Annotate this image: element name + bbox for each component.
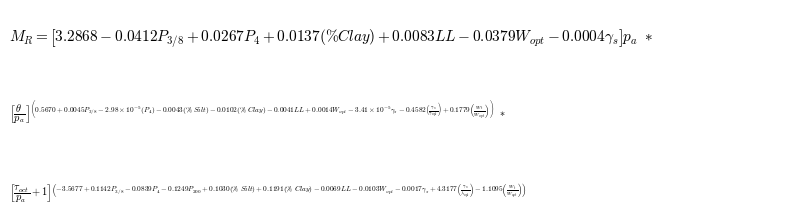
Text: $\left[\dfrac{\tau_{oct}}{p_a}+1\right]^{\left(-3.5677+0.1142P_{3/8}-0.0839P_4-0: $\left[\dfrac{\tau_{oct}}{p_a}+1\right]^…	[9, 182, 526, 204]
Text: $\left[\dfrac{\theta}{p_a}\right]^{\left(0.5670+0.0045P_{3/8}-2.98\times10^{-5}(: $\left[\dfrac{\theta}{p_a}\right]^{\left…	[9, 98, 505, 126]
Text: $M_R = \left[3.2868 - 0.0412P_{3/8} + 0.0267P_4 + 0.0137(\%Clay) + 0.0083LL - 0.: $M_R = \left[3.2868 - 0.0412P_{3/8} + 0.…	[9, 28, 652, 50]
